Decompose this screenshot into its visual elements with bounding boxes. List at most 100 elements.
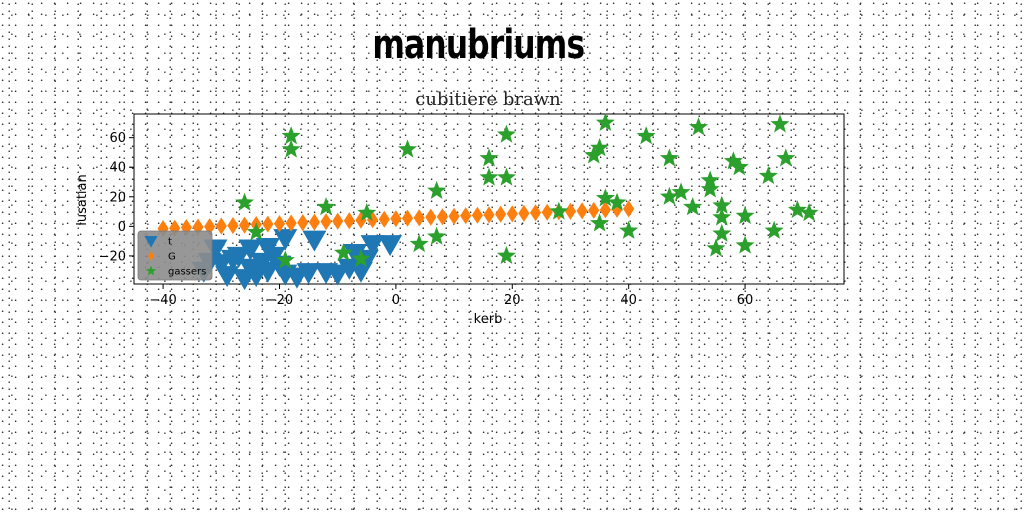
data-point xyxy=(576,202,588,220)
data-point xyxy=(297,214,309,232)
chart-title: cubitiere brawn xyxy=(415,89,561,110)
data-point xyxy=(712,195,732,214)
data-point xyxy=(325,264,350,286)
data-point xyxy=(169,219,181,237)
data-point xyxy=(758,166,778,185)
y-tick-label: 60 xyxy=(109,131,126,146)
data-point xyxy=(506,205,518,223)
data-point xyxy=(735,235,755,254)
data-point xyxy=(723,151,743,170)
data-point xyxy=(799,203,819,222)
legend-marker xyxy=(145,265,157,276)
data-point xyxy=(448,207,460,225)
data-point xyxy=(495,205,507,223)
y-tick-label: 20 xyxy=(109,190,126,205)
data-point xyxy=(343,243,368,265)
data-point xyxy=(308,213,320,231)
data-point xyxy=(479,167,499,186)
data-point xyxy=(357,203,377,222)
y-tick-label: −20 xyxy=(99,249,126,264)
data-point xyxy=(427,226,447,245)
data-point xyxy=(235,192,255,211)
data-point xyxy=(192,218,204,236)
data-point xyxy=(712,223,732,242)
data-point xyxy=(636,126,656,145)
data-point xyxy=(398,139,418,158)
x-tick-label: −20 xyxy=(266,293,293,308)
data-point xyxy=(659,186,679,205)
data-point xyxy=(390,210,402,228)
legend-label: G xyxy=(168,252,176,263)
data-point xyxy=(413,209,425,227)
data-point xyxy=(285,214,297,232)
data-point xyxy=(479,148,499,167)
data-point xyxy=(541,203,553,221)
data-point xyxy=(588,201,600,219)
x-axis-ticks: −40 −20 0 20 40 60 xyxy=(149,284,753,308)
data-point xyxy=(246,222,266,241)
x-axis-label: kerb xyxy=(474,312,503,327)
data-point xyxy=(712,207,732,226)
y-tick-label: 0 xyxy=(118,220,126,235)
data-point xyxy=(619,220,639,239)
data-point xyxy=(316,197,336,216)
data-point xyxy=(334,242,354,262)
data-point xyxy=(238,239,263,261)
data-point xyxy=(227,217,239,235)
data-point xyxy=(689,117,709,136)
legend-label: gassers xyxy=(168,267,206,278)
x-tick-label: −40 xyxy=(149,293,176,308)
data-point xyxy=(425,208,437,226)
series-G xyxy=(157,200,635,238)
data-point xyxy=(599,201,611,219)
legend-label: t xyxy=(168,237,172,248)
data-point xyxy=(496,245,516,264)
data-point xyxy=(659,148,679,167)
data-point xyxy=(332,212,344,230)
data-point xyxy=(471,206,483,224)
x-tick-label: 0 xyxy=(392,293,400,308)
data-point xyxy=(483,206,495,224)
data-point xyxy=(776,148,796,167)
data-point xyxy=(460,207,472,225)
data-point xyxy=(320,213,332,231)
data-point xyxy=(706,238,726,257)
data-point xyxy=(607,192,627,211)
data-point xyxy=(275,250,295,269)
data-point xyxy=(378,235,403,257)
data-point xyxy=(584,145,604,164)
legend-marker xyxy=(144,236,158,248)
data-point xyxy=(302,230,327,252)
data-point xyxy=(204,218,216,236)
data-point xyxy=(764,220,784,239)
data-point xyxy=(787,200,807,219)
y-axis-ticks: −20 0 20 40 60 xyxy=(99,131,134,264)
data-point xyxy=(770,114,790,133)
data-point xyxy=(496,167,516,186)
data-point xyxy=(296,263,321,285)
data-point xyxy=(238,216,251,234)
data-point xyxy=(683,197,703,216)
data-point xyxy=(409,234,429,253)
data-point xyxy=(215,217,227,235)
data-point xyxy=(427,180,447,199)
data-point xyxy=(226,246,251,268)
x-tick-label: 40 xyxy=(620,293,637,308)
data-point xyxy=(518,204,530,222)
data-point xyxy=(157,220,169,238)
data-point xyxy=(273,215,286,233)
data-marks xyxy=(157,112,819,291)
data-point xyxy=(496,124,516,143)
data-point xyxy=(564,202,577,220)
data-point xyxy=(436,208,449,226)
data-point xyxy=(273,229,298,251)
data-point xyxy=(378,210,390,228)
data-point xyxy=(343,212,355,230)
x-tick-label: 20 xyxy=(504,293,521,308)
data-point xyxy=(590,213,610,232)
legend-box xyxy=(137,230,213,281)
data-point xyxy=(595,188,615,207)
series-gassers xyxy=(235,112,819,269)
